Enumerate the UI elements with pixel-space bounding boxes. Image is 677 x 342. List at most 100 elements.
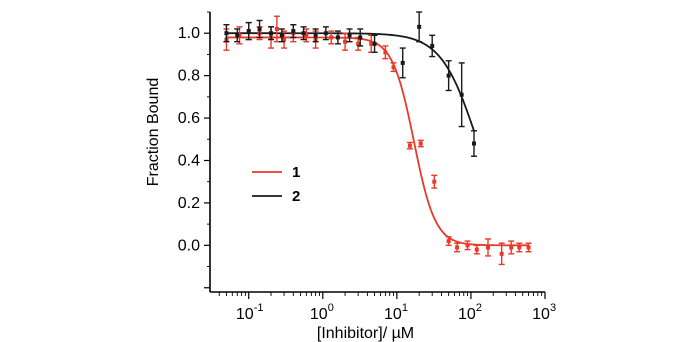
data-point-series-1	[406, 141, 413, 150]
marker	[383, 50, 388, 55]
data-point-series-1	[454, 242, 461, 253]
marker	[369, 41, 374, 46]
marker	[282, 37, 287, 42]
data-point-series-2	[290, 24, 297, 39]
data-point-series-1	[473, 244, 480, 255]
marker	[335, 35, 340, 40]
x-tick-label: 10 -1	[236, 302, 264, 323]
data-point-series-2	[371, 34, 378, 54]
data-point-series-2	[245, 21, 252, 41]
marker	[224, 31, 229, 36]
legend-label: 2	[292, 188, 300, 205]
x-tick-label: 10 1	[384, 302, 408, 323]
y-tick-label: 0.8	[178, 68, 200, 85]
data-point-series-2	[300, 26, 307, 41]
marker	[323, 31, 328, 36]
marker	[358, 35, 363, 40]
data-point-series-1	[431, 174, 438, 189]
data-point-series-2	[357, 28, 364, 47]
data-point-series-1	[525, 242, 532, 253]
data-point-series-2	[268, 26, 275, 41]
marker	[347, 33, 352, 38]
y-tick-label: 0.6	[178, 110, 200, 127]
data-point-series-2	[429, 34, 436, 58]
x-tick-label-exponent: 2	[476, 302, 482, 314]
data-point-series-2	[470, 130, 477, 157]
x-tick-label-base: 10	[458, 306, 476, 323]
x-tick-label-exponent: 3	[550, 302, 556, 314]
marker	[509, 245, 514, 250]
data-point-series-2	[334, 30, 341, 45]
y-tick-label: 1.0	[178, 25, 200, 42]
x-tick-label-base: 10	[384, 306, 402, 323]
y-tick-label: 0.4	[178, 152, 200, 169]
x-tick-label-exponent: 1	[402, 302, 408, 314]
data-point-series-1	[516, 242, 523, 253]
data-point-series-1	[445, 236, 452, 247]
data-point-series-2	[312, 28, 319, 43]
data-point-series-2	[458, 62, 465, 128]
data-point-series-1	[498, 242, 505, 266]
marker	[465, 243, 470, 248]
marker	[291, 29, 296, 34]
marker	[446, 239, 451, 244]
x-tick-label: 10 2	[458, 302, 482, 323]
legend-item-2: 2	[252, 188, 300, 205]
marker	[257, 26, 262, 31]
x-axis-title: [Inhibitor]/ µM	[317, 325, 414, 342]
legend: 12	[252, 164, 300, 205]
data-point-series-2	[322, 26, 329, 41]
legend-label: 1	[292, 164, 300, 181]
data-point-series-2	[399, 47, 406, 79]
marker	[372, 41, 377, 46]
x-tick-label-exponent: -1	[254, 302, 264, 314]
marker	[313, 33, 318, 38]
marker	[471, 141, 476, 146]
data-point-series-2	[278, 28, 285, 43]
fit-curve-series-1	[226, 36, 529, 247]
marker	[301, 31, 306, 36]
y-tick-label: 0.2	[178, 195, 200, 212]
marker	[432, 179, 437, 184]
data-point-series-2	[445, 60, 452, 92]
y-tick-label: 0.0	[178, 237, 200, 254]
marker	[430, 43, 435, 48]
data-point-series-1	[485, 238, 492, 257]
marker	[343, 39, 348, 44]
marker	[474, 247, 479, 252]
x-tick-label: 10 3	[532, 302, 556, 323]
legend-item-1: 1	[252, 164, 300, 181]
data-point-series-1	[236, 26, 243, 45]
data-point-series-2	[346, 28, 353, 43]
marker	[400, 60, 405, 65]
fit-curves	[226, 32, 529, 247]
marker	[517, 245, 522, 250]
data-point-series-2	[234, 28, 241, 43]
x-tick-label-base: 10	[236, 306, 254, 323]
axes: 0.00.20.40.60.81.010 -1 10 0 10 1 10 2 10 3	[178, 11, 556, 323]
fit-curve-series-2	[226, 32, 475, 132]
data-point-series-2	[416, 11, 423, 43]
data-point-series-2	[256, 19, 263, 39]
marker	[329, 35, 334, 40]
data-point-series-1	[328, 30, 335, 45]
marker	[391, 65, 396, 70]
marker	[446, 73, 451, 78]
data-point-series-1	[464, 240, 471, 251]
marker	[499, 251, 504, 256]
x-tick-label: 10 0	[310, 302, 334, 323]
marker	[274, 26, 279, 31]
x-tick-label-exponent: 0	[328, 302, 334, 314]
data-point-series-1	[508, 240, 515, 255]
data-point-series-1	[417, 139, 424, 148]
marker	[459, 92, 464, 97]
marker	[486, 245, 491, 250]
marker	[304, 33, 309, 38]
data-point-series-1	[382, 45, 389, 60]
data-points	[223, 11, 532, 266]
marker	[418, 141, 423, 146]
marker	[417, 24, 422, 29]
x-tick-label-base: 10	[310, 306, 328, 323]
data-point-series-1	[342, 32, 349, 51]
